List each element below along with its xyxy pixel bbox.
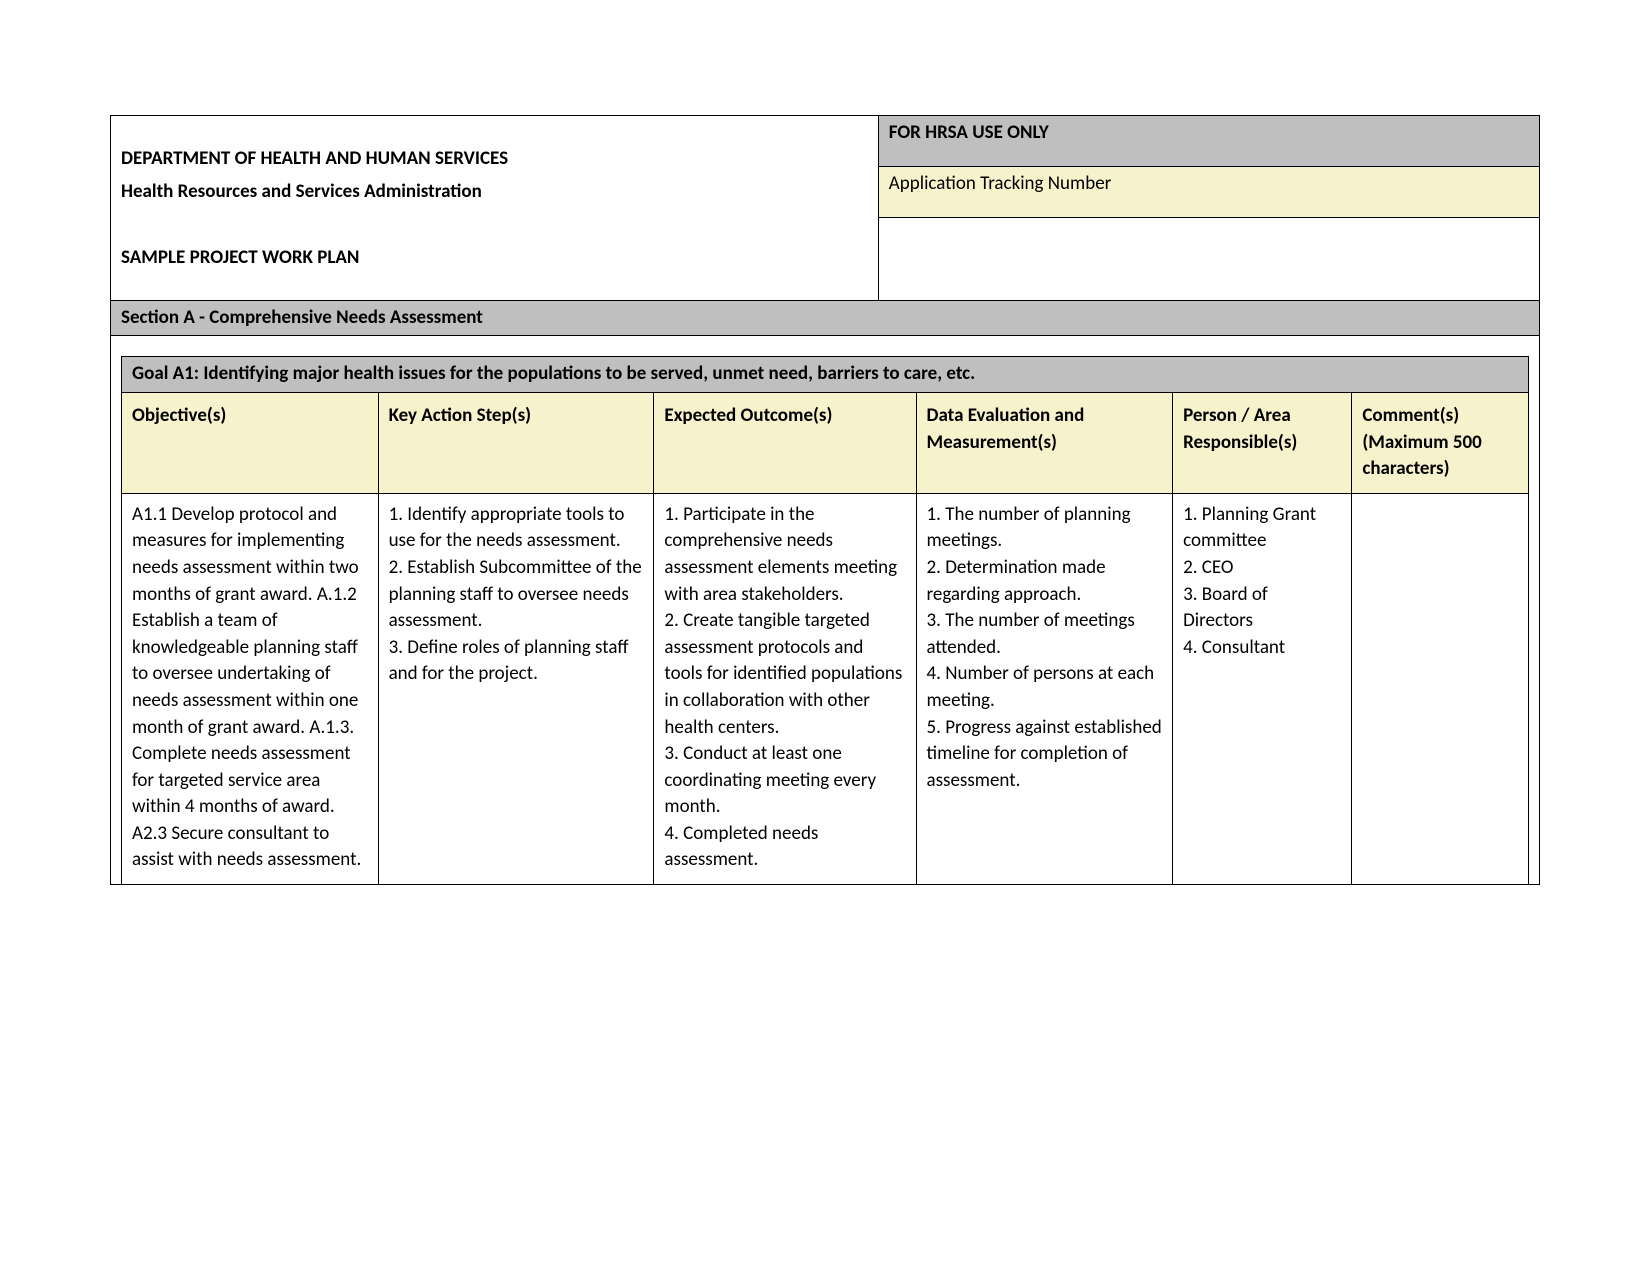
col-header-data-eval-label: Data Evaluation and Measurement(s)	[927, 404, 1085, 454]
cell-comments	[1352, 493, 1529, 884]
cell-outcomes: 1. Participate in the comprehensive need…	[654, 493, 916, 884]
header-table: DEPARTMENT OF HEALTH AND HUMAN SERVICES …	[110, 115, 1540, 885]
document-page: DEPARTMENT OF HEALTH AND HUMAN SERVICES …	[0, 0, 1650, 925]
goal-title: Goal A1: Identifying major health issues…	[132, 362, 975, 385]
col-header-outcomes: Expected Outcome(s)	[654, 392, 916, 493]
col-header-outcomes-label: Expected Outcome(s)	[664, 404, 832, 427]
goal-header-cell: Goal A1: Identifying major health issues…	[122, 357, 1529, 393]
cell-responsible: 1. Planning Grant committee 2. CEO 3. Bo…	[1173, 493, 1352, 884]
col-header-actions-label: Key Action Step(s)	[389, 404, 532, 427]
section-a-header: Section A - Comprehensive Needs Assessme…	[111, 300, 1540, 336]
inner-container: Goal A1: Identifying major health issues…	[111, 356, 1540, 884]
col-header-data-eval: Data Evaluation and Measurement(s)	[916, 392, 1173, 493]
col-header-comments-label: Comment(s) (Maximum 500 characters)	[1362, 404, 1481, 480]
tracking-value-cell	[878, 217, 1539, 300]
header-left-cell: DEPARTMENT OF HEALTH AND HUMAN SERVICES …	[111, 116, 879, 301]
spacer-cell	[111, 336, 1540, 357]
responsible-text: 1. Planning Grant committee 2. CEO 3. Bo…	[1183, 503, 1316, 659]
data-eval-text: 1. The number of planning meetings. 2. D…	[927, 503, 1162, 792]
hrsa-label: FOR HRSA USE ONLY	[889, 121, 1049, 144]
tracking-label: Application Tracking Number	[889, 172, 1112, 195]
actions-text: 1. Identify appropriate tools to use for…	[389, 503, 642, 686]
plan-title: SAMPLE PROJECT WORK PLAN	[121, 245, 868, 272]
cell-data-eval: 1. The number of planning meetings. 2. D…	[916, 493, 1173, 884]
col-header-responsible-label: Person / Area Responsible(s)	[1183, 404, 1297, 454]
col-header-responsible: Person / Area Responsible(s)	[1173, 392, 1352, 493]
col-header-actions: Key Action Step(s)	[378, 392, 654, 493]
department-title: DEPARTMENT OF HEALTH AND HUMAN SERVICES	[121, 146, 868, 173]
col-header-objectives-label: Objective(s)	[132, 404, 226, 427]
goal-table: Goal A1: Identifying major health issues…	[121, 356, 1529, 885]
hrsa-use-only-cell: FOR HRSA USE ONLY	[878, 116, 1539, 167]
administration-title: Health Resources and Services Administra…	[121, 179, 868, 206]
objectives-text: A1.1 Develop protocol and measures for i…	[132, 503, 361, 872]
cell-objectives: A1.1 Develop protocol and measures for i…	[122, 493, 379, 884]
col-header-objectives: Objective(s)	[122, 392, 379, 493]
outcomes-text: 1. Participate in the comprehensive need…	[664, 503, 902, 872]
tracking-number-cell: Application Tracking Number	[878, 166, 1539, 217]
cell-actions: 1. Identify appropriate tools to use for…	[378, 493, 654, 884]
section-a-title: Section A - Comprehensive Needs Assessme…	[121, 306, 483, 329]
col-header-comments: Comment(s) (Maximum 500 characters)	[1352, 392, 1529, 493]
